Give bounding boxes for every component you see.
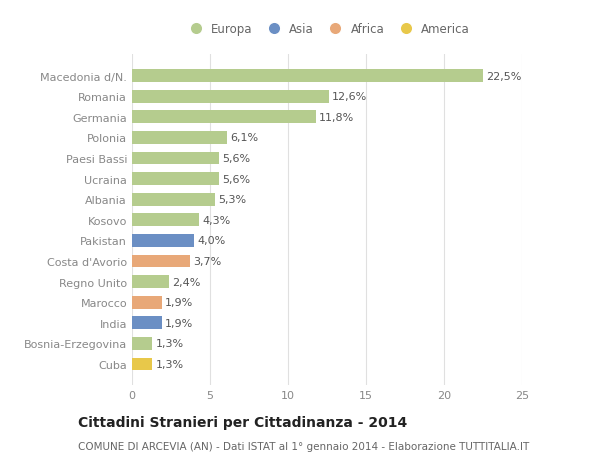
Bar: [132, 90, 329, 103]
Bar: [132, 111, 316, 124]
Text: COMUNE DI ARCEVIA (AN) - Dati ISTAT al 1° gennaio 2014 - Elaborazione TUTTITALIA: COMUNE DI ARCEVIA (AN) - Dati ISTAT al 1…: [78, 441, 529, 451]
Text: 1,9%: 1,9%: [165, 318, 193, 328]
Text: 1,3%: 1,3%: [155, 359, 184, 369]
Text: 5,3%: 5,3%: [218, 195, 246, 205]
Bar: [132, 132, 227, 145]
Bar: [132, 255, 190, 268]
Text: 5,6%: 5,6%: [223, 154, 251, 164]
Legend: Europa, Asia, Africa, America: Europa, Asia, Africa, America: [179, 18, 475, 40]
Bar: [132, 152, 220, 165]
Bar: [132, 173, 220, 185]
Text: 4,0%: 4,0%: [197, 236, 226, 246]
Text: 1,9%: 1,9%: [165, 297, 193, 308]
Bar: [132, 296, 161, 309]
Text: 2,4%: 2,4%: [173, 277, 201, 287]
Bar: [132, 337, 152, 350]
Bar: [132, 193, 215, 206]
Bar: [132, 317, 161, 330]
Text: 22,5%: 22,5%: [486, 72, 521, 81]
Bar: [132, 214, 199, 227]
Text: 4,3%: 4,3%: [202, 215, 230, 225]
Text: 1,3%: 1,3%: [155, 339, 184, 348]
Text: 11,8%: 11,8%: [319, 112, 355, 123]
Bar: [132, 70, 483, 83]
Bar: [132, 275, 169, 288]
Text: Cittadini Stranieri per Cittadinanza - 2014: Cittadini Stranieri per Cittadinanza - 2…: [78, 415, 407, 429]
Bar: [132, 358, 152, 370]
Text: 6,1%: 6,1%: [230, 133, 259, 143]
Bar: [132, 235, 194, 247]
Text: 5,6%: 5,6%: [223, 174, 251, 184]
Text: 12,6%: 12,6%: [332, 92, 367, 102]
Text: 3,7%: 3,7%: [193, 257, 221, 266]
